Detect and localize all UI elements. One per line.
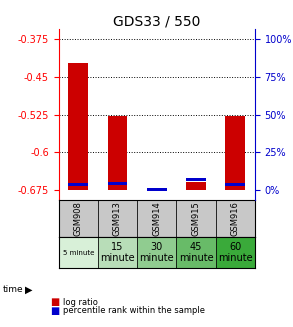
Bar [226, 116, 245, 190]
Title: GDS33 / 550: GDS33 / 550 [113, 14, 200, 28]
Bar [137, 237, 176, 268]
Text: ■: ■ [50, 306, 59, 316]
Text: ■: ■ [50, 298, 59, 307]
Bar [59, 200, 98, 237]
Bar [108, 182, 127, 185]
Bar [68, 183, 88, 186]
Text: GSM914: GSM914 [152, 201, 161, 236]
Bar [176, 237, 216, 268]
Bar [186, 178, 206, 181]
Text: time: time [3, 285, 23, 294]
Bar [137, 200, 176, 237]
Text: GSM913: GSM913 [113, 201, 122, 236]
Bar [216, 200, 255, 237]
Text: GSM915: GSM915 [192, 201, 200, 236]
Text: 15
minute: 15 minute [100, 242, 135, 263]
Bar [98, 237, 137, 268]
Text: 60
minute: 60 minute [218, 242, 253, 263]
Bar [186, 182, 206, 190]
Text: 5 minute: 5 minute [62, 250, 94, 255]
Bar [108, 116, 127, 190]
Bar [226, 183, 245, 186]
Bar [68, 63, 88, 190]
Text: percentile rank within the sample: percentile rank within the sample [63, 306, 205, 315]
Text: GSM916: GSM916 [231, 201, 240, 236]
Text: 30
minute: 30 minute [139, 242, 174, 263]
Text: 45
minute: 45 minute [179, 242, 213, 263]
Text: log ratio: log ratio [63, 298, 98, 307]
Text: ▶: ▶ [25, 284, 33, 294]
Bar [98, 200, 137, 237]
Text: GSM908: GSM908 [74, 201, 83, 236]
Bar [176, 200, 216, 237]
Bar [147, 188, 166, 191]
Bar [216, 237, 255, 268]
Bar [59, 237, 98, 268]
